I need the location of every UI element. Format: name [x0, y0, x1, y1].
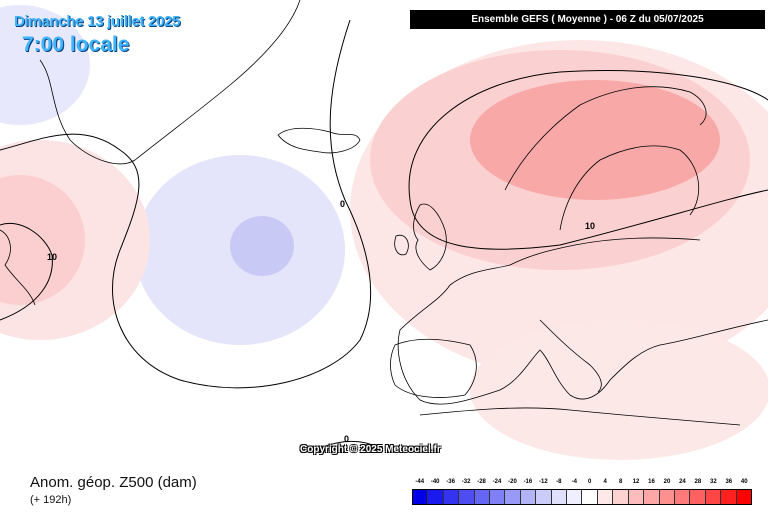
contour-lines: [0, 19, 768, 449]
scale-bar: [412, 489, 752, 505]
positive-anomaly-scandinavia-core: [470, 80, 720, 200]
scale-swatch: [705, 490, 722, 504]
scale-swatch: [597, 490, 614, 504]
scale-swatch: [582, 490, 598, 504]
scale-tick-label: 40: [740, 479, 748, 485]
scale-swatch: [413, 490, 429, 504]
negative-anomaly-atlantic-inner: [230, 216, 294, 276]
scale-tick-label: 4: [603, 479, 607, 485]
scale-tick-label: -32: [461, 479, 471, 485]
scale-tick-label: 28: [694, 479, 702, 485]
scale-tick-label: 8: [618, 479, 623, 485]
scale-tick-label: -4: [571, 479, 577, 485]
color-scale: -44 -40 -36 -32 -28 -24 -20 -16 -12 -8 -4 0 4 8 12 16 20…: [412, 479, 752, 505]
positive-anomaly-canada-inner: [0, 175, 85, 305]
scale-swatch: [490, 490, 506, 504]
model-run-banner: Ensemble GEFS ( Moyenne ) - 06 Z du 05/0…: [410, 10, 765, 29]
contour-label-zero-south: 0: [344, 434, 350, 444]
iberia: [390, 338, 477, 398]
scale-tick-label: -24: [492, 479, 502, 485]
scale-tick-label: 20: [663, 479, 671, 485]
forecast-date: Dimanche 13 juillet 2025: [14, 13, 181, 30]
scale-swatch: [613, 490, 629, 504]
scale-swatch: [459, 490, 475, 504]
scale-tick-label: 16: [648, 479, 655, 485]
scale-tick-label: -28: [477, 479, 486, 485]
scale-swatch: [721, 490, 737, 504]
scale-ticks: -44 -40 -36 -32 -28 -24 -20 -16 -12 -8 -4 0 4 8 12 16 20…: [412, 479, 752, 489]
british-isles: [394, 203, 447, 271]
canada-coast: [0, 229, 36, 306]
zero-contour-atlantic: [0, 19, 372, 389]
contour-label-ten-canada: 10: [47, 252, 58, 262]
scale-swatch: [551, 490, 568, 504]
positive-anomaly-mediterranean: [470, 320, 768, 460]
scale-swatch: [536, 490, 552, 504]
scale-tick-label: 32: [709, 479, 717, 485]
ten-contour-scandinavia: [408, 70, 768, 250]
scale-tick-label: -20: [508, 479, 517, 485]
scale-swatch: [628, 490, 645, 504]
scale-tick-label: 24: [679, 479, 686, 485]
scale-swatch: [736, 490, 751, 504]
scale-tick-label: -40: [430, 479, 440, 485]
parameter-label: Anom. géop. Z500 (dam): [30, 474, 197, 491]
scale-tick-label: 0: [588, 479, 592, 485]
forecast-time: 7:00 locale: [22, 33, 130, 56]
lead-time: (+ 192h): [30, 494, 72, 506]
scale-swatch: [474, 490, 491, 504]
iceland-coast: [277, 127, 361, 154]
ten-contour-canada: [0, 223, 53, 321]
north-africa: [419, 407, 741, 426]
scale-swatch: [443, 490, 460, 504]
scale-swatch: [428, 490, 444, 504]
contour-label-ten-europe: 10: [585, 221, 596, 231]
anomaly-map: [0, 0, 768, 460]
zero-contour-south: [319, 440, 381, 449]
anomaly-shading: [0, 5, 768, 460]
coastlines: [0, 0, 768, 426]
italy: [539, 319, 602, 393]
contour-label-zero-atlantic: 0: [340, 199, 346, 209]
scale-tick-label: -36: [446, 479, 455, 485]
scale-swatch: [674, 490, 691, 504]
norway-coast: [504, 86, 707, 191]
scale-tick-label: -44: [415, 479, 425, 485]
negative-anomaly-greenland: [0, 5, 90, 125]
scale-tick-label: -16: [523, 479, 533, 485]
scale-tick-label: -12: [539, 479, 548, 485]
scale-swatch: [520, 490, 537, 504]
europe-coast: [397, 237, 768, 405]
scale-tick-label: -8: [556, 479, 562, 485]
sweden-finland: [559, 145, 699, 231]
greenland-coast: [39, 0, 301, 165]
scale-swatch: [659, 490, 675, 504]
scale-tick-label: 12: [632, 479, 640, 485]
scale-tick-label: 36: [725, 479, 733, 485]
scale-swatch: [690, 490, 706, 504]
scale-swatch: [505, 490, 521, 504]
scale-swatch: [644, 490, 660, 504]
scale-swatch: [567, 490, 583, 504]
copyright-notice: Copyright © 2025 Meteociel.fr: [300, 444, 441, 455]
